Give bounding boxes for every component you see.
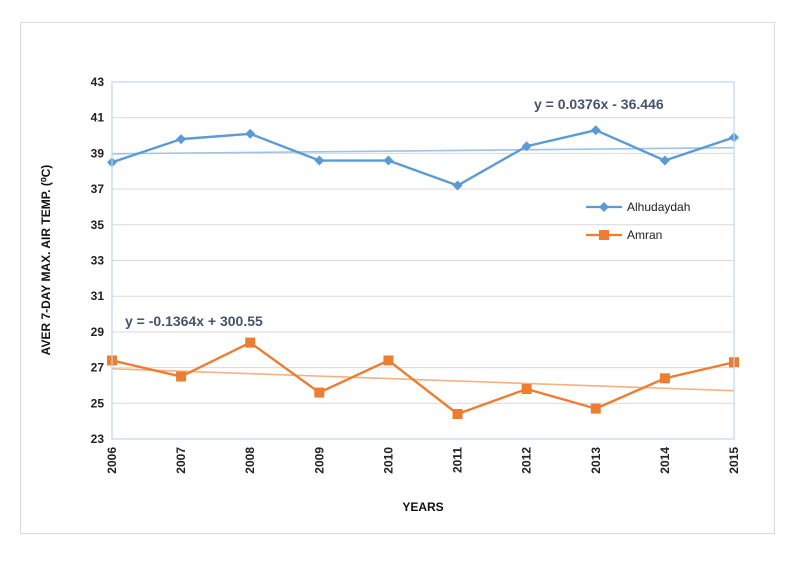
x-tick-label: 2009 bbox=[312, 447, 326, 474]
point-alhudaydah-2007 bbox=[176, 134, 187, 145]
point-alhudaydah-2008 bbox=[245, 128, 256, 139]
point-alhudaydah-2011 bbox=[452, 180, 463, 191]
point-alhudaydah-2012 bbox=[521, 141, 532, 152]
x-tick-label: 2008 bbox=[243, 447, 257, 474]
point-amran-2011 bbox=[452, 409, 463, 420]
x-tick-label: 2015 bbox=[727, 447, 741, 474]
y-tick-label: 33 bbox=[91, 254, 105, 268]
legend-marker-amran bbox=[599, 230, 609, 240]
point-amran-2013 bbox=[590, 403, 601, 414]
x-axis-ticks: 2006 2007 2008 2009 2010 2011 2012 2013 2014 2015 bbox=[105, 447, 741, 474]
y-tick-label: 35 bbox=[91, 218, 105, 232]
point-amran-2010 bbox=[383, 355, 394, 366]
point-amran-2007 bbox=[176, 371, 187, 382]
y-tick-label: 43 bbox=[91, 75, 105, 89]
series-line-alhudaydah bbox=[111, 128, 735, 187]
trendlines bbox=[111, 146, 735, 392]
legend-label-alhudaydah: Alhudaydah bbox=[627, 200, 690, 214]
series-line-amran bbox=[111, 341, 735, 416]
y-axis-title: AVER 7-DAY MAX. AIR TEMP. (⁰C) bbox=[39, 165, 53, 356]
trendline-equation-alhudaydah: y = 0.0376x - 36.446 bbox=[534, 96, 664, 112]
y-tick-label: 27 bbox=[91, 361, 105, 375]
legend-marker-alhudaydah bbox=[599, 202, 609, 212]
y-tick-label: 25 bbox=[91, 396, 105, 410]
x-tick-label: 2011 bbox=[451, 447, 465, 473]
plot-border bbox=[111, 81, 735, 440]
y-tick-label: 37 bbox=[91, 182, 105, 196]
x-tick-label: 2010 bbox=[381, 447, 395, 474]
point-amran-2009 bbox=[314, 387, 325, 398]
y-tick-label: 23 bbox=[91, 432, 105, 446]
series-markers bbox=[107, 125, 739, 420]
point-amran-2012 bbox=[521, 384, 532, 395]
trendline-equation-amran: y = -0.1364x + 300.55 bbox=[125, 313, 263, 329]
y-tick-label: 39 bbox=[91, 146, 105, 160]
x-axis-title: YEARS bbox=[402, 500, 443, 514]
x-tick-label: 2013 bbox=[589, 447, 603, 474]
x-tick-label: 2007 bbox=[174, 447, 188, 474]
x-tick-label: 2014 bbox=[658, 447, 672, 474]
legend-item-amran: Amran bbox=[586, 228, 662, 242]
point-alhudaydah-2013 bbox=[590, 125, 601, 136]
legend-label-amran: Amran bbox=[627, 228, 662, 242]
point-alhudaydah-2014 bbox=[659, 155, 670, 166]
legend-item-alhudaydah: Alhudaydah bbox=[586, 200, 690, 214]
point-alhudaydah-2009 bbox=[314, 155, 325, 166]
y-tick-label: 41 bbox=[91, 111, 105, 125]
y-axis-ticks: 23 25 27 29 31 33 35 37 39 41 43 bbox=[91, 75, 105, 446]
point-amran-2008 bbox=[245, 337, 256, 348]
y-tick-label: 31 bbox=[91, 289, 105, 303]
legend: Alhudaydah Amran bbox=[586, 200, 690, 242]
trendline-alhudaydah bbox=[111, 146, 735, 155]
x-tick-label: 2012 bbox=[520, 447, 534, 474]
series-lines bbox=[111, 128, 735, 416]
point-amran-2014 bbox=[659, 373, 670, 384]
point-alhudaydah-2010 bbox=[383, 155, 394, 166]
x-tick-label: 2006 bbox=[105, 447, 119, 474]
y-tick-label: 29 bbox=[91, 325, 105, 339]
trendline-amran bbox=[111, 368, 735, 392]
